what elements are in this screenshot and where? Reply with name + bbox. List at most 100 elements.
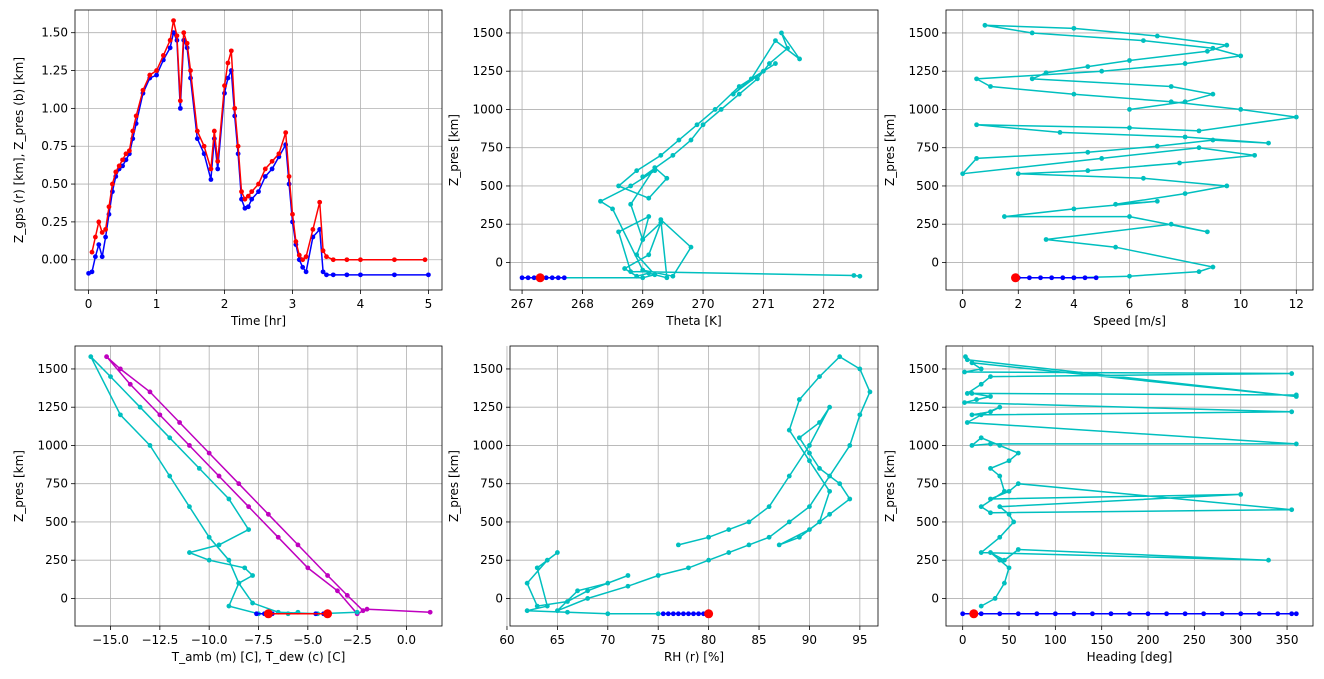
y-tick-label: 1.25 xyxy=(41,64,68,78)
y-tick-label: 250 xyxy=(45,553,68,567)
data-point xyxy=(358,272,363,278)
data-point xyxy=(320,269,326,275)
data-point xyxy=(120,163,125,169)
y-tick-label: 1250 xyxy=(908,64,939,78)
data-point xyxy=(140,87,146,93)
data-point xyxy=(857,412,863,418)
data-point xyxy=(1238,53,1244,59)
y-tick-label: 1.50 xyxy=(41,26,68,40)
data-point xyxy=(575,588,580,594)
data-point xyxy=(1168,221,1174,227)
x-tick-label: 250 xyxy=(1183,633,1206,647)
subplot-rh: 60 65 70 75 80 85 90 95 0 250 500 750 1000 1250 1500 RH… xyxy=(447,345,879,664)
data-point xyxy=(1001,488,1007,494)
data-point xyxy=(964,420,970,425)
data-point xyxy=(766,534,772,540)
plot-area xyxy=(960,22,1299,283)
data-point xyxy=(625,583,631,589)
x-tick-label: −12.5 xyxy=(141,633,178,647)
data-point xyxy=(330,257,336,263)
data-point xyxy=(997,473,1003,479)
data-point xyxy=(187,550,192,555)
data-point xyxy=(96,219,102,225)
plot-area xyxy=(524,354,873,619)
data-point xyxy=(1071,206,1077,212)
x-tick-label: 0.0 xyxy=(397,633,416,647)
data-point xyxy=(797,56,802,62)
y-tick-label: 1250 xyxy=(472,400,503,414)
data-point xyxy=(167,37,173,43)
data-point xyxy=(544,557,550,563)
data-point xyxy=(827,404,833,410)
y-tick-label: 1500 xyxy=(472,362,503,376)
data-point xyxy=(867,389,873,395)
x-tick-label: −5.0 xyxy=(293,633,322,647)
data-point xyxy=(108,374,113,380)
data-point xyxy=(796,435,802,441)
data-point xyxy=(206,557,212,563)
x-tick-label: 70 xyxy=(600,633,615,647)
data-point xyxy=(817,466,822,471)
data-point xyxy=(817,420,822,425)
data-point xyxy=(256,181,261,187)
data-point xyxy=(988,550,993,555)
data-point xyxy=(676,137,682,143)
data-point xyxy=(616,229,621,235)
data-point xyxy=(652,165,658,170)
data-point xyxy=(796,397,802,402)
data-point xyxy=(969,412,975,418)
data-point xyxy=(670,273,676,279)
x-tick-label: −15.0 xyxy=(92,633,129,647)
data-point xyxy=(655,611,661,617)
data-point xyxy=(1238,492,1244,497)
data-point xyxy=(225,75,231,81)
data-point xyxy=(1210,137,1216,143)
data-point xyxy=(222,83,227,89)
data-point xyxy=(206,450,212,456)
data-point xyxy=(978,366,984,372)
x-tick-label: 150 xyxy=(1090,633,1113,647)
y-tick-label: 0.25 xyxy=(41,215,68,229)
data-point xyxy=(665,611,671,617)
data-point xyxy=(1182,61,1188,66)
data-point xyxy=(1099,68,1105,74)
series-line xyxy=(964,356,1297,607)
data-point xyxy=(1182,134,1188,140)
data-point xyxy=(997,534,1003,540)
x-tick-label: 300 xyxy=(1229,633,1252,647)
y-axis-label: Z_pres [km] xyxy=(883,450,897,522)
x-tick-label: 3 xyxy=(289,297,297,311)
data-point xyxy=(215,158,221,164)
data-point xyxy=(320,248,326,254)
plot-area xyxy=(519,30,863,283)
data-point xyxy=(736,84,742,89)
data-point xyxy=(1006,565,1012,571)
y-tick-label: 750 xyxy=(480,477,503,491)
data-point xyxy=(184,40,190,46)
data-point xyxy=(1015,481,1021,487)
data-point xyxy=(622,266,628,271)
data-point xyxy=(543,275,549,281)
data-point xyxy=(174,33,180,39)
data-point xyxy=(177,420,182,425)
data-point xyxy=(106,204,112,210)
data-point xyxy=(92,234,98,240)
data-point xyxy=(960,171,966,177)
data-point xyxy=(1071,611,1077,617)
data-point xyxy=(997,611,1003,617)
data-point xyxy=(628,201,634,207)
y-tick-label: 1000 xyxy=(37,438,68,452)
data-point xyxy=(113,169,119,175)
data-point xyxy=(807,443,812,448)
data-point xyxy=(652,272,658,278)
plot-area xyxy=(960,354,1299,619)
data-point xyxy=(147,443,153,448)
data-point xyxy=(1289,409,1295,415)
data-point xyxy=(658,220,664,226)
data-point xyxy=(1029,30,1035,36)
y-axis-label: Z_pres [km] xyxy=(883,114,897,186)
x-tick-label: 350 xyxy=(1276,633,1299,647)
subplot-theta: 267 268 269 270 271 272 0 250 500 750 1000 1250 1500… xyxy=(447,9,879,328)
x-axis-label: Speed [m/s] xyxy=(1093,314,1166,328)
